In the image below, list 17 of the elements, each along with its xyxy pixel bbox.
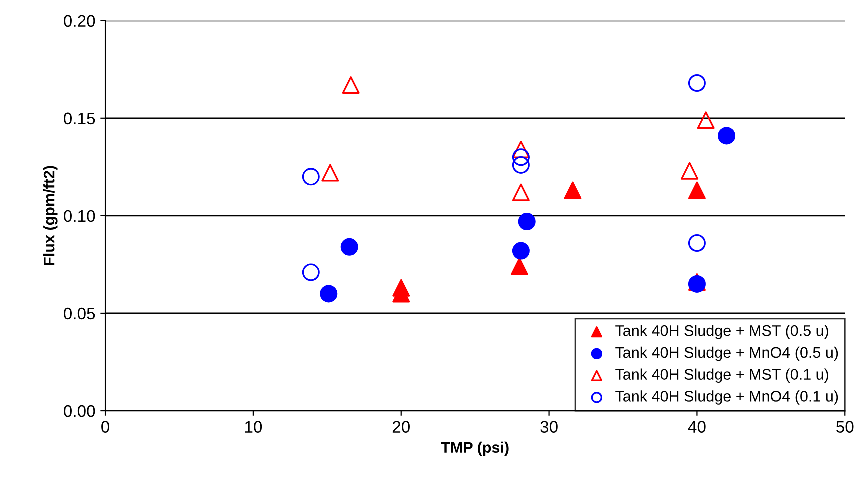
x-tick-label: 10 bbox=[245, 421, 262, 433]
legend-label: Tank 40H Sludge + MnO4 (0.1 u) bbox=[616, 390, 838, 405]
x-tick-label: 40 bbox=[688, 421, 706, 433]
x-tick-label: 30 bbox=[540, 421, 558, 433]
y-tick-label: 0.05 bbox=[64, 308, 96, 320]
y-tick-label: 0.15 bbox=[64, 112, 96, 125]
x-tick-label: 20 bbox=[392, 421, 410, 433]
x-tick-label: 0 bbox=[102, 421, 110, 433]
x-tick-label: 50 bbox=[836, 421, 854, 433]
legend-label: Tank 40H Sludge + MnO4 (0.5 u) bbox=[616, 346, 838, 362]
y-tick-label: 0.10 bbox=[64, 210, 96, 222]
legend-label: Tank 40H Sludge + MST (0.1 u) bbox=[616, 368, 828, 384]
y-axis-title: Flux (gpm/ft2) bbox=[44, 166, 58, 266]
legend-label: Tank 40H Sludge + MST (0.5 u) bbox=[616, 325, 828, 340]
x-axis-title: TMP (psi) bbox=[441, 442, 509, 456]
y-tick-label: 0.00 bbox=[64, 405, 96, 418]
y-tick-label: 0.20 bbox=[64, 15, 96, 28]
